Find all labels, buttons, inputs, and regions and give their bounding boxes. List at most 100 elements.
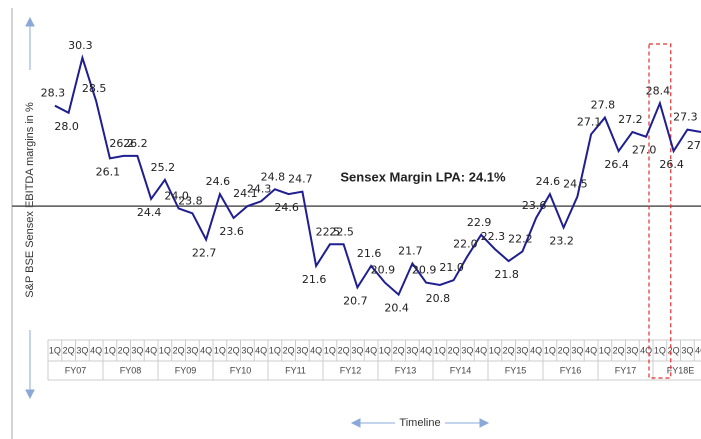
- highlight-box: [648, 43, 672, 379]
- x-tick-label: 2Q: [503, 345, 515, 355]
- series-line: [54, 54, 701, 297]
- data-label: 26.2: [123, 137, 148, 150]
- data-label: 24.6: [206, 175, 231, 188]
- x-tick-label: 3Q: [296, 345, 308, 355]
- data-label: 21.7: [398, 244, 423, 257]
- x-tick-label: 1Q: [654, 345, 666, 355]
- data-label: 21.0: [439, 261, 464, 274]
- data-label: 20.7: [343, 294, 368, 307]
- group-label: FY10: [230, 365, 252, 375]
- x-tick-label: 2Q: [228, 345, 240, 355]
- data-label: 26.4: [659, 158, 684, 171]
- data-label: 28.4: [646, 84, 671, 97]
- data-label: 20.8: [426, 292, 451, 305]
- data-label: 22.5: [316, 225, 341, 238]
- data-label: 20.4: [384, 302, 409, 315]
- data-label: 27.3: [673, 111, 698, 124]
- data-label: 24.8: [261, 170, 286, 183]
- x-tick-label: 1Q: [544, 345, 556, 355]
- data-label: 22.2: [508, 233, 533, 246]
- data-label: 28.3: [41, 87, 66, 100]
- x-tick-label: 1Q: [214, 345, 226, 355]
- x-tick-label: 3Q: [681, 345, 693, 355]
- x-tick-label: 1Q: [159, 345, 171, 355]
- data-label: 22.9: [467, 216, 492, 229]
- x-tick-label: 3Q: [351, 345, 363, 355]
- data-label: 24.6: [274, 201, 299, 214]
- x-tick-label: 4Q: [255, 345, 267, 355]
- data-label: 23.2: [549, 235, 574, 248]
- data-label: 26.2: [109, 137, 134, 150]
- y-axis-arrows: [25, 16, 35, 400]
- data-label: 22.7: [192, 247, 217, 260]
- data-label: 24.3: [247, 182, 272, 195]
- data-label: 28.5: [82, 82, 107, 95]
- x-tick-label: 3Q: [131, 345, 143, 355]
- annotation: Sensex Margin LPA: 24.1%: [340, 169, 506, 184]
- group-label: FY09: [175, 365, 197, 375]
- x-tick-label: 2Q: [283, 345, 295, 355]
- data-label: 27.0: [632, 144, 657, 157]
- x-tick-label: 1Q: [49, 345, 61, 355]
- x-tick-label: 3Q: [516, 345, 528, 355]
- data-label: 24.7: [288, 173, 313, 186]
- group-label: FY14: [450, 365, 472, 375]
- x-tick-label: 4Q: [200, 345, 212, 355]
- data-label: 26.4: [604, 158, 629, 171]
- group-label: FY08: [120, 365, 142, 375]
- x-tick-label: 3Q: [571, 345, 583, 355]
- x-tick-label: 2Q: [173, 345, 185, 355]
- x-tick-label: 3Q: [406, 345, 418, 355]
- data-label: 25.2: [151, 161, 176, 174]
- data-label: 22.3: [481, 230, 506, 243]
- x-tick-label: 1Q: [324, 345, 336, 355]
- data-label: 22.5: [329, 225, 354, 238]
- x-tick-label: 4Q: [475, 345, 487, 355]
- x-tick-label: 2Q: [118, 345, 130, 355]
- group-label: FY07: [65, 365, 87, 375]
- x-tick-label: 2Q: [613, 345, 625, 355]
- x-tick-label: 2Q: [448, 345, 460, 355]
- x-tick-label: 1Q: [599, 345, 611, 355]
- x-tick-label: 2Q: [338, 345, 350, 355]
- x-tick-label: 4Q: [695, 345, 701, 355]
- group-label: FY12: [340, 365, 362, 375]
- x-tick-label: 3Q: [186, 345, 198, 355]
- x-tick-label: 3Q: [626, 345, 638, 355]
- data-label: 26.1: [96, 165, 121, 178]
- x-tick-label: 1Q: [104, 345, 116, 355]
- x-axis-arrows: [350, 418, 490, 428]
- x-tick-label: 1Q: [269, 345, 281, 355]
- x-tick-label: 4Q: [530, 345, 542, 355]
- data-label: 28.0: [54, 120, 79, 133]
- x-tick-label: 4Q: [585, 345, 597, 355]
- data-label: 24.6: [536, 175, 561, 188]
- x-tick-label: 2Q: [668, 345, 680, 355]
- group-label: FY11: [285, 365, 306, 375]
- data-label: 27.1: [577, 115, 602, 128]
- x-tick-label: 4Q: [420, 345, 432, 355]
- group-label: FY18E: [667, 365, 695, 375]
- data-label: 21.6: [357, 247, 382, 260]
- data-label: 27.8: [591, 99, 616, 112]
- group-label: FY16: [560, 365, 582, 375]
- data-label: 27.2: [618, 113, 643, 126]
- data-label: 21.6: [302, 273, 327, 286]
- data-label: 23.8: [178, 194, 203, 207]
- data-label: 20.9: [412, 264, 437, 277]
- data-label: 30.3: [68, 39, 93, 52]
- x-tick-label: 4Q: [145, 345, 157, 355]
- data-label: 24.5: [563, 178, 588, 191]
- x-tick-label: 4Q: [310, 345, 322, 355]
- data-label: 22.0: [453, 237, 478, 250]
- x-tick-label: 1Q: [489, 345, 501, 355]
- x-axis-label: Timeline: [399, 417, 440, 429]
- group-label: FY17: [615, 365, 637, 375]
- x-tick-label: 4Q: [365, 345, 377, 355]
- group-label: FY13: [395, 365, 417, 375]
- x-tick-label: 3Q: [76, 345, 88, 355]
- data-label: 23.6: [522, 199, 547, 212]
- data-label: 20.9: [371, 264, 396, 277]
- group-label: FY15: [505, 365, 527, 375]
